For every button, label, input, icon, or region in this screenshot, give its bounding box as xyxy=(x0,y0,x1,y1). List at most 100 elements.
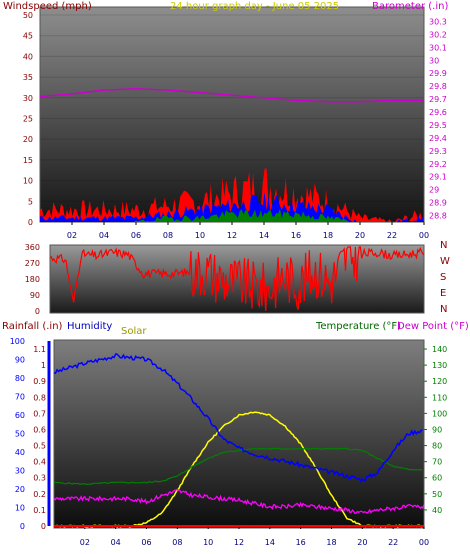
wind-x-tick: 22 xyxy=(387,231,397,240)
rainfall-tick: 0.1 xyxy=(33,506,46,515)
direction-tick-labels: 360 270 180 90 0 xyxy=(25,243,40,316)
wind-gust-area xyxy=(40,168,424,222)
compass-label: S xyxy=(440,272,446,283)
bottom-x-tick: 20 xyxy=(357,538,367,547)
direction-tick: 360 xyxy=(25,243,40,252)
windspeed-tick: 20 xyxy=(23,135,33,144)
dewpoint-axis-label: Dew Point (°F) xyxy=(397,321,469,332)
chart-title: 24 hour graph day - June 05 2025 xyxy=(170,1,339,12)
rain-humidity-panel: Rainfall (.in) Humidity Solar Temperatur… xyxy=(2,321,469,547)
rainfall-tick: 1.1 xyxy=(33,345,46,354)
rain-panel-background xyxy=(53,339,425,529)
temperature-tick-labels: 140 130 120 110 100 90 80 70 60 50 40 xyxy=(424,345,447,515)
barometer-tick: 30.1 xyxy=(429,43,447,52)
temperature-tick: 110 xyxy=(432,393,447,402)
barometer-line xyxy=(39,87,424,103)
rainfall-tick: 0.4 xyxy=(33,458,46,467)
humidity-tick: 80 xyxy=(15,374,25,383)
temperature-tick: 70 xyxy=(432,458,442,467)
wind-x-tick: 06 xyxy=(131,231,141,240)
barometer-tick-labels: 30.3 30.2 30.1 30 29.9 29.8 29.7 29.6 29.5 29.4 29… xyxy=(429,17,447,220)
humidity-line xyxy=(54,353,423,483)
windspeed-tick: 35 xyxy=(23,73,33,82)
barometer-tick: 28.8 xyxy=(429,212,447,221)
wind-x-tick: 18 xyxy=(323,231,333,240)
bottom-x-tick: 16 xyxy=(296,538,306,547)
windspeed-axis-label: Windspeed (mph) xyxy=(3,1,92,12)
wind-x-tick-labels: 02 04 06 08 10 12 14 16 18 20 22 00 xyxy=(67,222,429,240)
barometer-tick: 29.4 xyxy=(429,134,447,143)
wind-x-tick: 16 xyxy=(291,231,301,240)
windspeed-tick: 5 xyxy=(28,197,33,206)
wind-barometer-panel: Windspeed (mph) 24 hour graph day - June… xyxy=(3,1,448,240)
rainfall-tick: 1 xyxy=(41,361,46,370)
direction-points xyxy=(49,246,425,312)
wind-x-tick: 00 xyxy=(419,231,429,240)
humidity-tick: 50 xyxy=(15,430,25,439)
barometer-tick: 29.7 xyxy=(429,95,447,104)
temperature-tick: 40 xyxy=(432,506,442,515)
direction-trace xyxy=(49,246,425,312)
humidity-tick: 10 xyxy=(15,504,25,513)
windspeed-tick: 45 xyxy=(23,32,33,41)
direction-tick: 270 xyxy=(25,259,40,268)
temperature-tick: 130 xyxy=(432,361,447,370)
humidity-tick: 20 xyxy=(15,485,25,494)
windspeed-tick: 40 xyxy=(23,52,33,61)
windspeed-tick: 30 xyxy=(23,94,33,103)
compass-label: W xyxy=(440,256,450,267)
compass-label: E xyxy=(440,288,446,299)
rainfall-tick: 0.6 xyxy=(33,425,46,434)
barometer-axis-label: Barometer (.in) xyxy=(372,1,448,12)
temperature-tick: 80 xyxy=(432,442,442,451)
barometer-tick: 29.2 xyxy=(429,160,447,169)
compass-label: N xyxy=(440,240,447,251)
humidity-tick: 40 xyxy=(15,448,25,457)
rainfall-tick: 0.8 xyxy=(33,393,46,402)
humidity-tick: 100 xyxy=(10,337,25,346)
windspeed-tick: 10 xyxy=(23,177,33,186)
humidity-tick: 0 xyxy=(20,522,25,531)
bottom-x-tick: 00 xyxy=(419,538,429,547)
bottom-x-tick: 18 xyxy=(326,538,336,547)
wind-x-tick: 20 xyxy=(355,231,365,240)
rainfall-tick: 0.5 xyxy=(33,442,46,451)
bottom-x-tick-labels: 02 04 06 08 10 12 14 16 18 20 22 00 xyxy=(80,526,429,547)
solar-label: Solar xyxy=(121,326,147,337)
bottom-x-tick: 08 xyxy=(172,538,182,547)
barometer-tick: 29.9 xyxy=(429,69,447,78)
barometer-tick: 29.3 xyxy=(429,147,447,156)
bottom-x-tick: 22 xyxy=(388,538,398,547)
barometer-tick: 29.5 xyxy=(429,121,447,130)
temperature-tick: 60 xyxy=(432,474,442,483)
barometer-tick: 29 xyxy=(429,186,439,195)
temperature-tick: 100 xyxy=(432,409,447,418)
barometer-tick: 29.6 xyxy=(429,108,447,117)
rainfall-axis-label: Rainfall (.in) xyxy=(2,321,63,332)
windspeed-tick: 25 xyxy=(23,115,33,124)
temperature-line xyxy=(53,447,423,486)
compass-label: N xyxy=(440,304,447,315)
bottom-x-tick: 12 xyxy=(234,538,244,547)
barometer-tick: 30 xyxy=(429,56,439,65)
wind-x-tick: 14 xyxy=(259,231,269,240)
bottom-x-tick: 06 xyxy=(141,538,151,547)
wind-x-tick: 04 xyxy=(99,231,109,240)
wind-average-area xyxy=(40,191,424,222)
humidity-tick: 90 xyxy=(15,356,25,365)
dewpoint-line xyxy=(53,488,425,515)
temperature-tick: 50 xyxy=(432,490,442,499)
temperature-tick: 140 xyxy=(432,345,447,354)
humidity-tick: 60 xyxy=(15,411,25,420)
temperature-tick: 120 xyxy=(432,377,447,386)
rainfall-tick: 0.2 xyxy=(33,490,46,499)
humidity-tick: 70 xyxy=(15,393,25,402)
direction-tick: 180 xyxy=(25,275,40,284)
rainfall-tick: 0.3 xyxy=(33,474,46,483)
barometer-tick: 29.1 xyxy=(429,173,447,182)
temperature-tick: 90 xyxy=(432,425,442,434)
barometer-tick: 29.8 xyxy=(429,82,447,91)
